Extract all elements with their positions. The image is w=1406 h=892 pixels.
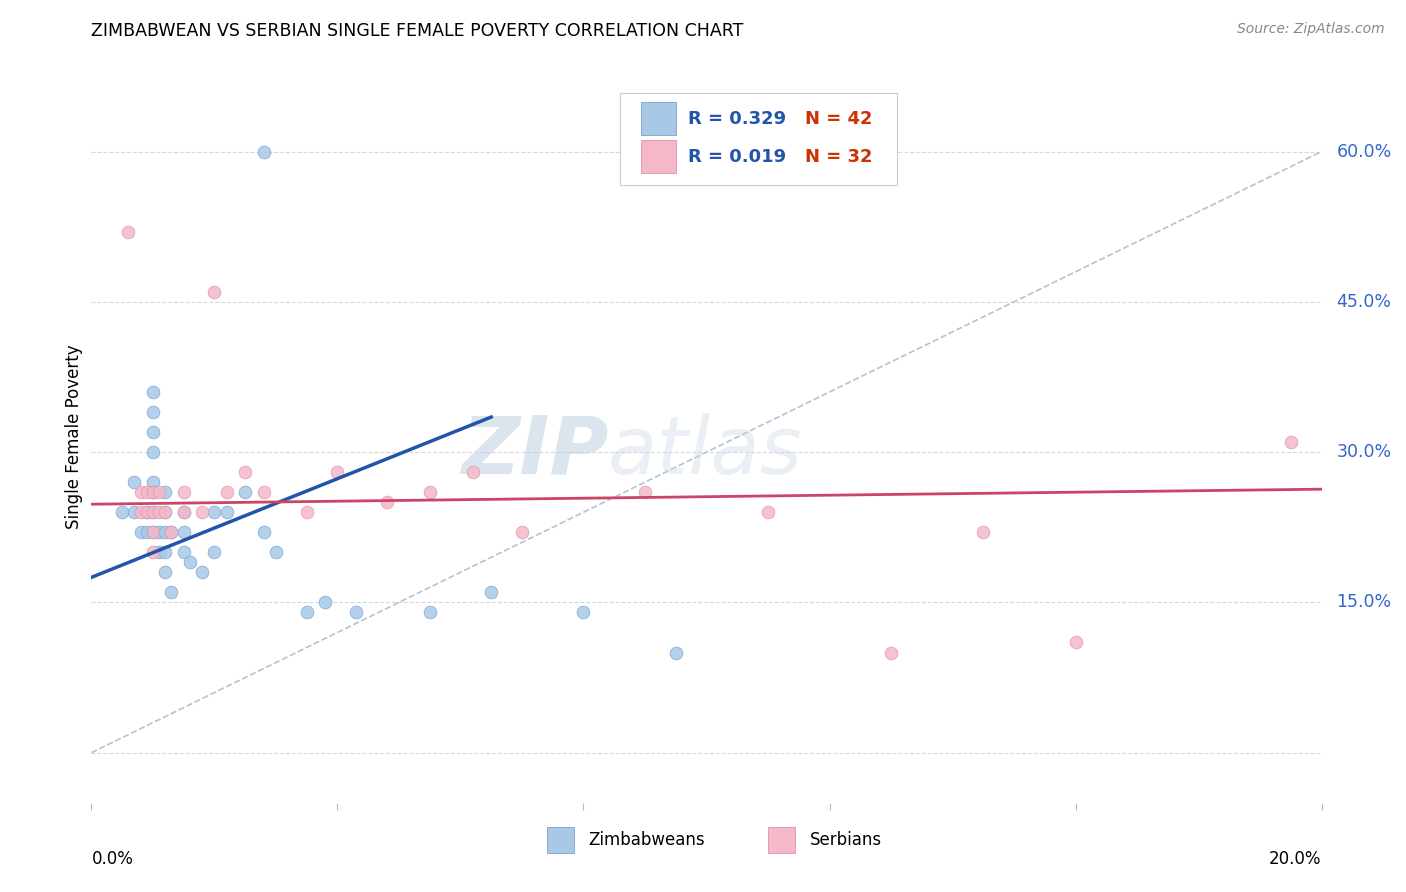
Point — [142, 525, 165, 540]
Point — [148, 485, 170, 500]
Point — [153, 545, 177, 559]
Bar — [768, 827, 796, 853]
Point — [142, 485, 165, 500]
Point — [173, 505, 195, 519]
Text: atlas: atlas — [607, 413, 803, 491]
Point — [160, 585, 183, 599]
Text: Serbians: Serbians — [810, 830, 882, 848]
Point — [572, 606, 595, 620]
Point — [153, 566, 177, 580]
Y-axis label: Single Female Poverty: Single Female Poverty — [65, 345, 83, 529]
Point — [510, 525, 533, 540]
Point — [972, 525, 994, 540]
Text: 20.0%: 20.0% — [1270, 850, 1322, 868]
Point — [191, 505, 214, 519]
Text: 0.0%: 0.0% — [91, 850, 134, 868]
Bar — [641, 140, 676, 173]
Point — [314, 595, 336, 609]
Point — [253, 145, 276, 159]
Point — [253, 485, 276, 500]
Point — [326, 465, 349, 479]
Point — [233, 485, 256, 500]
Point — [479, 585, 502, 599]
Text: Source: ZipAtlas.com: Source: ZipAtlas.com — [1237, 22, 1385, 37]
Point — [111, 505, 134, 519]
Point — [135, 485, 157, 500]
Point — [1279, 435, 1302, 450]
Point — [142, 525, 165, 540]
Point — [160, 525, 183, 540]
Point — [148, 525, 170, 540]
Text: Zimbabweans: Zimbabweans — [588, 830, 704, 848]
Point — [129, 485, 152, 500]
Text: 60.0%: 60.0% — [1336, 143, 1392, 161]
Point — [634, 485, 657, 500]
Text: ZIP: ZIP — [461, 413, 607, 491]
Point — [202, 545, 225, 559]
Point — [253, 525, 276, 540]
Point — [124, 475, 146, 490]
Point — [142, 405, 165, 419]
Point — [419, 485, 441, 500]
Point — [233, 465, 256, 479]
Point — [344, 606, 367, 620]
FancyBboxPatch shape — [620, 94, 897, 185]
Point — [375, 495, 398, 509]
Point — [117, 225, 139, 239]
Point — [665, 646, 688, 660]
Text: R = 0.329: R = 0.329 — [688, 110, 786, 128]
Text: R = 0.019: R = 0.019 — [688, 148, 786, 166]
Point — [295, 505, 318, 519]
Point — [142, 505, 165, 519]
Text: ZIMBABWEAN VS SERBIAN SINGLE FEMALE POVERTY CORRELATION CHART: ZIMBABWEAN VS SERBIAN SINGLE FEMALE POVE… — [91, 22, 744, 40]
Text: 15.0%: 15.0% — [1336, 593, 1392, 611]
Point — [135, 505, 157, 519]
Point — [264, 545, 287, 559]
Point — [1064, 635, 1087, 649]
Text: N = 42: N = 42 — [804, 110, 873, 128]
Point — [880, 646, 903, 660]
Point — [129, 505, 152, 519]
Point — [135, 525, 157, 540]
Point — [419, 606, 441, 620]
Bar — [547, 827, 574, 853]
Point — [202, 285, 225, 299]
Point — [202, 505, 225, 519]
Point — [129, 525, 152, 540]
Point — [160, 525, 183, 540]
Point — [135, 505, 157, 519]
Point — [173, 545, 195, 559]
Text: 30.0%: 30.0% — [1336, 443, 1392, 461]
Point — [215, 485, 238, 500]
Text: 45.0%: 45.0% — [1336, 293, 1392, 310]
Point — [461, 465, 484, 479]
Point — [142, 505, 165, 519]
Point — [142, 384, 165, 399]
Point — [142, 485, 165, 500]
Point — [142, 475, 165, 490]
Point — [179, 555, 201, 569]
Point — [173, 485, 195, 500]
Point — [148, 545, 170, 559]
Point — [153, 525, 177, 540]
Point — [756, 505, 779, 519]
Point — [295, 606, 318, 620]
Point — [191, 566, 214, 580]
Point — [142, 425, 165, 439]
Point — [124, 505, 146, 519]
Bar — [641, 103, 676, 136]
Point — [173, 505, 195, 519]
Text: N = 32: N = 32 — [804, 148, 873, 166]
Point — [148, 505, 170, 519]
Point — [153, 485, 177, 500]
Point — [142, 545, 165, 559]
Point — [215, 505, 238, 519]
Point — [142, 445, 165, 459]
Point — [173, 525, 195, 540]
Point — [153, 505, 177, 519]
Point — [153, 505, 177, 519]
